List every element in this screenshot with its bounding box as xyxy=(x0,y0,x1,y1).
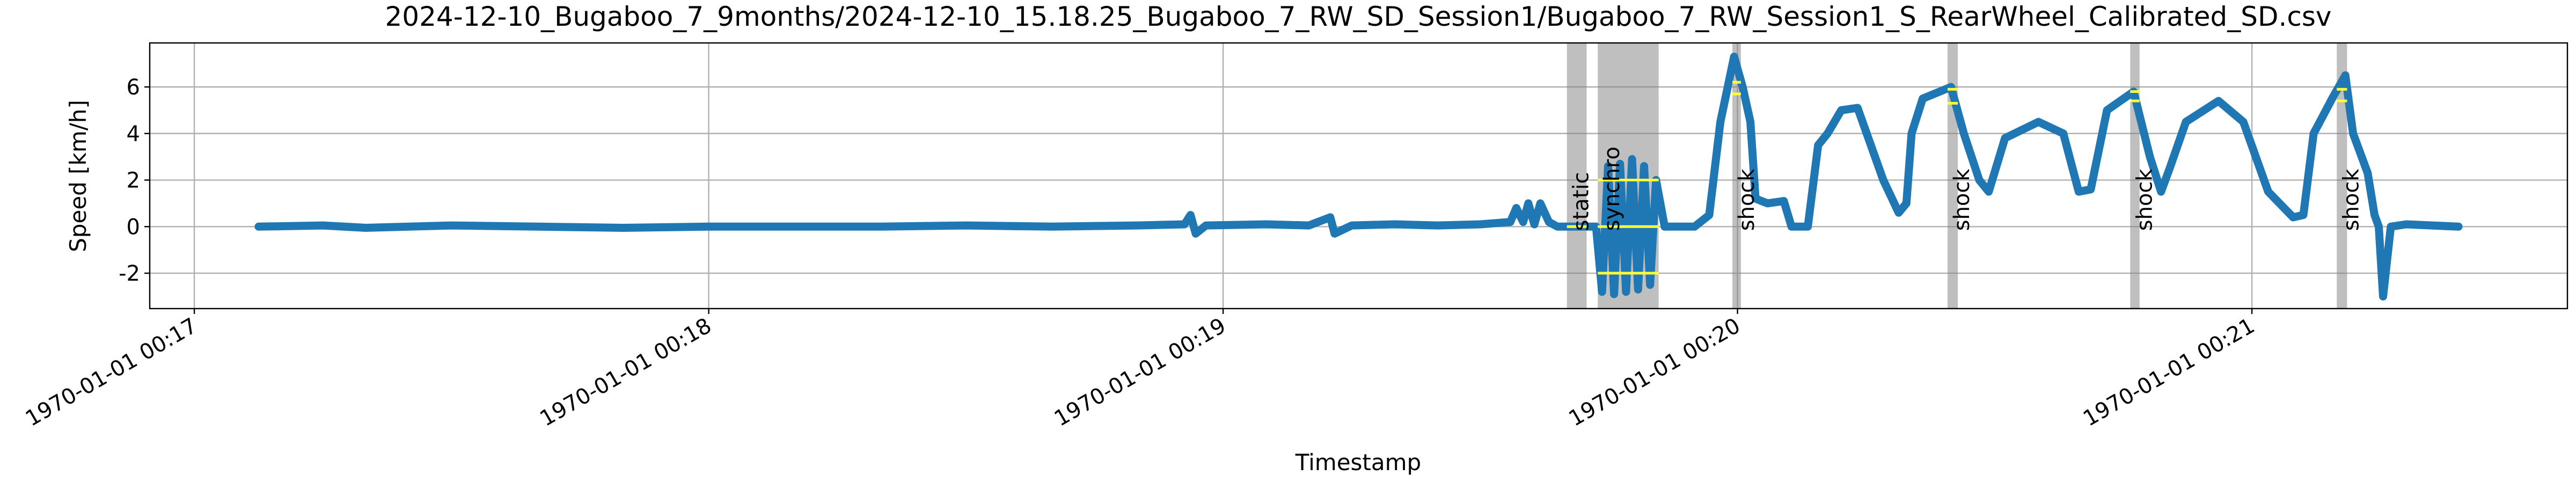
y-axis-label: Speed [km/h] xyxy=(65,100,91,252)
plot-frame xyxy=(149,42,2568,310)
y-tick-label: 4 xyxy=(127,122,140,147)
annotation-region xyxy=(1732,43,1741,309)
annotation-label: shock xyxy=(1950,169,1974,231)
y-tick-label: -2 xyxy=(119,261,140,286)
annotation-label: shock xyxy=(2339,169,2363,231)
x-tick-label: 1970-01-01 00:18 xyxy=(536,313,715,431)
annotation-label: synchro xyxy=(1600,147,1624,231)
x-tick-label: 1970-01-01 00:20 xyxy=(1564,313,1744,431)
annotation-label: static xyxy=(1569,172,1594,231)
y-tick-label: 2 xyxy=(127,169,140,193)
chart-title: 2024-12-10_Bugaboo_7_9months/2024-12-10_… xyxy=(385,1,2331,32)
y-tick-label: 0 xyxy=(127,215,140,239)
annotation-region xyxy=(2337,43,2347,309)
x-axis-label: Timestamp xyxy=(1295,449,1421,475)
x-tick-label: 1970-01-01 00:19 xyxy=(1050,313,1230,431)
annotation-region xyxy=(1567,43,1587,309)
annotation-label: shock xyxy=(1735,169,1759,231)
x-tick-label: 1970-01-01 00:21 xyxy=(2079,313,2259,431)
data-line xyxy=(254,53,2463,301)
annotation-label: shock xyxy=(2132,169,2157,231)
x-tick-label: 1970-01-01 00:17 xyxy=(21,313,201,431)
y-tick-label: 6 xyxy=(127,75,140,100)
